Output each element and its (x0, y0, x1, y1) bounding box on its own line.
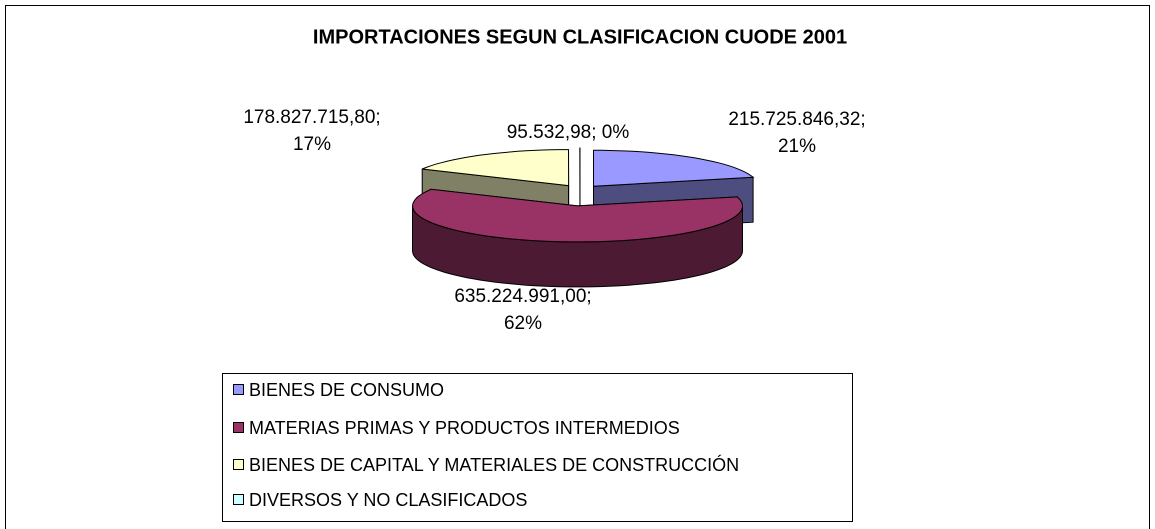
legend-label: BIENES DE CONSUMO (249, 380, 444, 400)
data-label: 178.827.715,80; (243, 107, 380, 128)
pie-slice (412, 188, 744, 243)
legend-box (222, 373, 853, 522)
legend-swatch (233, 384, 244, 395)
data-label: 95.532,98; 0% (507, 122, 630, 143)
chart-title: IMPORTACIONES SEGUN CLASIFICACION CUODE … (313, 26, 847, 48)
data-label: 215.725.846,32; (728, 109, 865, 130)
data-label: 635.224.991,00; (454, 286, 591, 307)
legend-label: MATERIAS PRIMAS Y PRODUCTOS INTERMEDIOS (249, 418, 680, 438)
legend-swatch (233, 459, 244, 470)
data-label: 17% (293, 134, 331, 155)
legend-label: BIENES DE CAPITAL Y MATERIALES DE CONSTR… (249, 454, 739, 475)
data-label: 62% (504, 313, 542, 334)
legend-swatch (233, 422, 244, 433)
pie-slice (593, 149, 755, 187)
pie-slice (422, 149, 570, 187)
legend-swatch (233, 494, 244, 505)
data-label: 21% (778, 136, 816, 157)
legend-label: DIVERSOS Y NO CLASIFICADOS (249, 490, 527, 510)
